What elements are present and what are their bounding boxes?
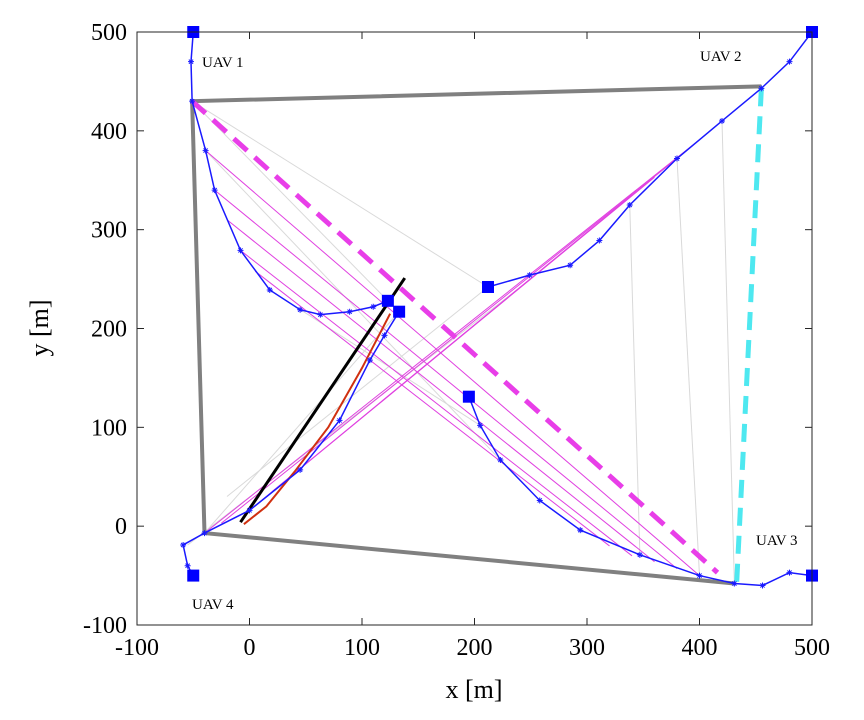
plot-area: [180, 32, 812, 589]
x-tick-label: -100: [115, 635, 159, 661]
star-marker: [266, 286, 273, 293]
star-marker: [696, 572, 703, 579]
trajectory-line: [191, 100, 389, 302]
y-tick-label: 200: [91, 317, 127, 343]
end-square: [381, 294, 394, 307]
star-marker: [674, 155, 680, 162]
trajectory-line: [243, 313, 392, 525]
y-tick-label: -100: [83, 613, 127, 639]
trajectory-line: [226, 286, 489, 497]
star-marker: [567, 262, 574, 269]
trajectory-line: [271, 194, 633, 492]
star-marker: [366, 357, 373, 364]
star-marker: [188, 58, 194, 65]
y-tick-label: 500: [91, 20, 127, 46]
star-marker: [211, 187, 218, 194]
trajectory-line: [721, 120, 735, 584]
trajectory-line: [221, 158, 678, 524]
x-tick-label: 200: [457, 635, 493, 661]
star-marker: [526, 272, 533, 279]
star-marker: [297, 466, 304, 473]
x-tick-label: 400: [682, 635, 718, 661]
end-square: [187, 569, 200, 582]
star-marker: [596, 237, 603, 244]
trajectory-line: [190, 84, 762, 586]
trajectory-line: [190, 99, 720, 575]
star-marker: [719, 117, 725, 124]
y-tick-label: 0: [115, 514, 127, 540]
x-tick-label: 100: [344, 635, 380, 661]
trajectory-line: [205, 150, 501, 461]
star-marker: [189, 98, 196, 105]
trajectory-line: [190, 32, 389, 316]
star-marker: [477, 422, 484, 429]
end-square: [462, 390, 475, 403]
star-marker: [202, 147, 209, 154]
annotation: UAV 1: [202, 55, 244, 71]
star-marker: [297, 306, 304, 313]
trajectory-line: [204, 311, 400, 534]
star-marker: [184, 562, 191, 569]
trajectory-line: [629, 204, 641, 555]
star-marker: [180, 541, 187, 548]
annotation: UAV 4: [192, 597, 234, 613]
star-marker: [370, 303, 377, 310]
trajectory-line: [226, 219, 655, 563]
trajectory-line: [676, 158, 700, 576]
star-marker: [636, 551, 643, 558]
star-marker: [317, 311, 324, 318]
annotation: UAV 2: [700, 49, 742, 65]
trajectory-line: [182, 311, 400, 576]
star-marker: [346, 308, 353, 315]
trajectory-line: [734, 88, 764, 584]
star-marker: [536, 497, 543, 504]
end-square: [482, 280, 494, 293]
star-marker: [626, 201, 633, 208]
star-marker: [237, 247, 244, 254]
star-marker: [497, 456, 504, 463]
y-tick-label: 400: [91, 119, 127, 145]
star-marker: [577, 527, 584, 534]
star-marker: [381, 332, 388, 339]
y-tick-label: 100: [91, 415, 127, 441]
x-axis-label: x [m]: [445, 675, 502, 704]
star-marker: [201, 530, 208, 537]
annotation: UAV 3: [756, 533, 798, 549]
trajectory-line: [205, 150, 700, 576]
y-tick-label: 300: [91, 218, 127, 244]
star-marker: [786, 58, 793, 65]
star-marker: [786, 569, 793, 576]
trajectory-line: [487, 32, 812, 288]
end-square: [393, 305, 406, 318]
trajectory-line: [468, 396, 812, 587]
y-axis-label: y [m]: [25, 299, 54, 356]
star-marker: [731, 580, 738, 587]
trajectory-line: [214, 189, 678, 570]
trajectory-line: [254, 270, 610, 547]
star-marker: [759, 582, 766, 589]
star-marker: [336, 417, 343, 424]
x-tick-label: 300: [569, 635, 605, 661]
trajectory-line: [239, 277, 406, 524]
trajectory-line: [269, 289, 481, 426]
trajectory-line: [240, 250, 633, 557]
star-marker: [758, 85, 765, 92]
star-marker: [246, 507, 253, 514]
trajectory-line: [191, 100, 489, 288]
x-tick-label: 500: [794, 635, 830, 661]
x-tick-label: 0: [244, 635, 256, 661]
